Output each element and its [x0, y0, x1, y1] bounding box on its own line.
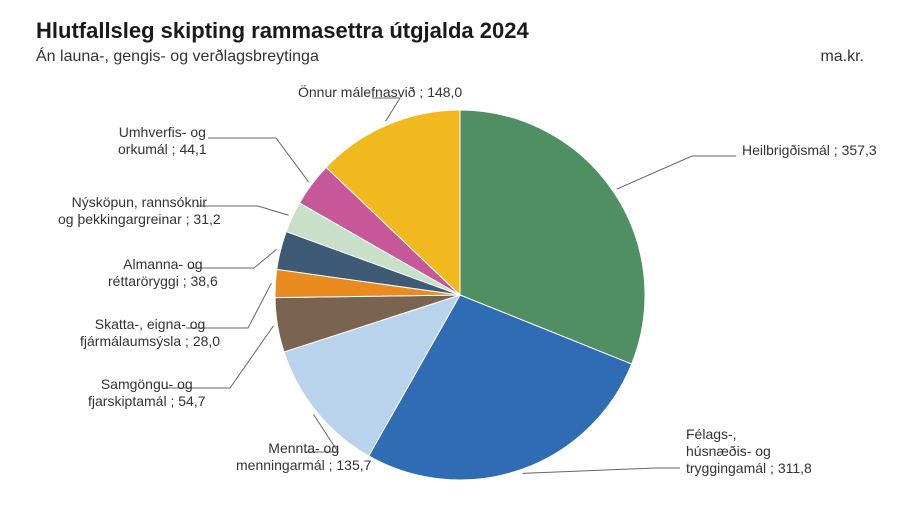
slice-label-name: Mennta- og menningarmál: [236, 440, 339, 473]
leader-line: [372, 98, 400, 121]
slice-label: Félags-, húsnæðis- og tryggingamál ; 311…: [686, 426, 812, 476]
slice-label: Almanna- og réttaröryggi ; 38,6: [108, 256, 218, 290]
leader-line: [522, 468, 680, 473]
slice-label-value: 148,0: [427, 84, 462, 100]
slice-label: Mennta- og menningarmál ; 135,7: [236, 440, 371, 474]
slice-label-value: 357,3: [842, 142, 877, 158]
slice-label-name: Önnur málefnasvið: [298, 84, 416, 100]
chart-subtitle: Án launa-, gengis- og verðlagsbreytinga: [36, 48, 319, 66]
slice-label-value: 311,8: [778, 460, 812, 476]
slice-label: Nýsköpun, rannsóknir og þekkingargreinar…: [58, 194, 221, 228]
chart-title: Hlutfallsleg skipting rammasettra útgjal…: [36, 18, 529, 44]
slice-label-name: Heilbrigðismál: [742, 142, 830, 158]
slice-label-name: Nýsköpun, rannsóknir og þekkingargreinar: [58, 194, 207, 227]
slice-label-value: 54,7: [178, 393, 205, 409]
slice-label-value: 135,7: [336, 457, 371, 473]
page-root: Hlutfallsleg skipting rammasettra útgjal…: [0, 0, 900, 514]
slice-label: Samgöngu- og fjarskiptamál ; 54,7: [88, 376, 206, 410]
pie-chart: Heilbrigðismál ; 357,3 Félags-, húsnæðis-…: [0, 70, 900, 514]
slice-label: Umhverfis- og orkumál ; 44,1: [118, 124, 207, 158]
slice-label-name: Skatta-, eigna- og fjármálaumsýsla: [80, 316, 205, 349]
chart-unit: ma.kr.: [820, 48, 864, 66]
slice-label-value: 28,0: [193, 333, 220, 349]
leader-line: [617, 156, 736, 189]
slice-label-value: 38,6: [190, 273, 217, 289]
slice-label: Önnur málefnasvið ; 148,0: [298, 84, 462, 101]
leader-line: [208, 138, 309, 182]
slice-label-name: Almanna- og réttaröryggi: [108, 256, 203, 289]
slice-label-name: Félags-, húsnæðis- og tryggingamál: [686, 426, 771, 476]
slice-label-value: 31,2: [193, 211, 220, 227]
slice-label: Heilbrigðismál ; 357,3: [742, 142, 877, 159]
slice-label-name: Samgöngu- og fjarskiptamál: [88, 376, 193, 409]
slice-label-value: 44,1: [179, 141, 206, 157]
slice-label: Skatta-, eigna- og fjármálaumsýsla ; 28,…: [80, 316, 220, 350]
